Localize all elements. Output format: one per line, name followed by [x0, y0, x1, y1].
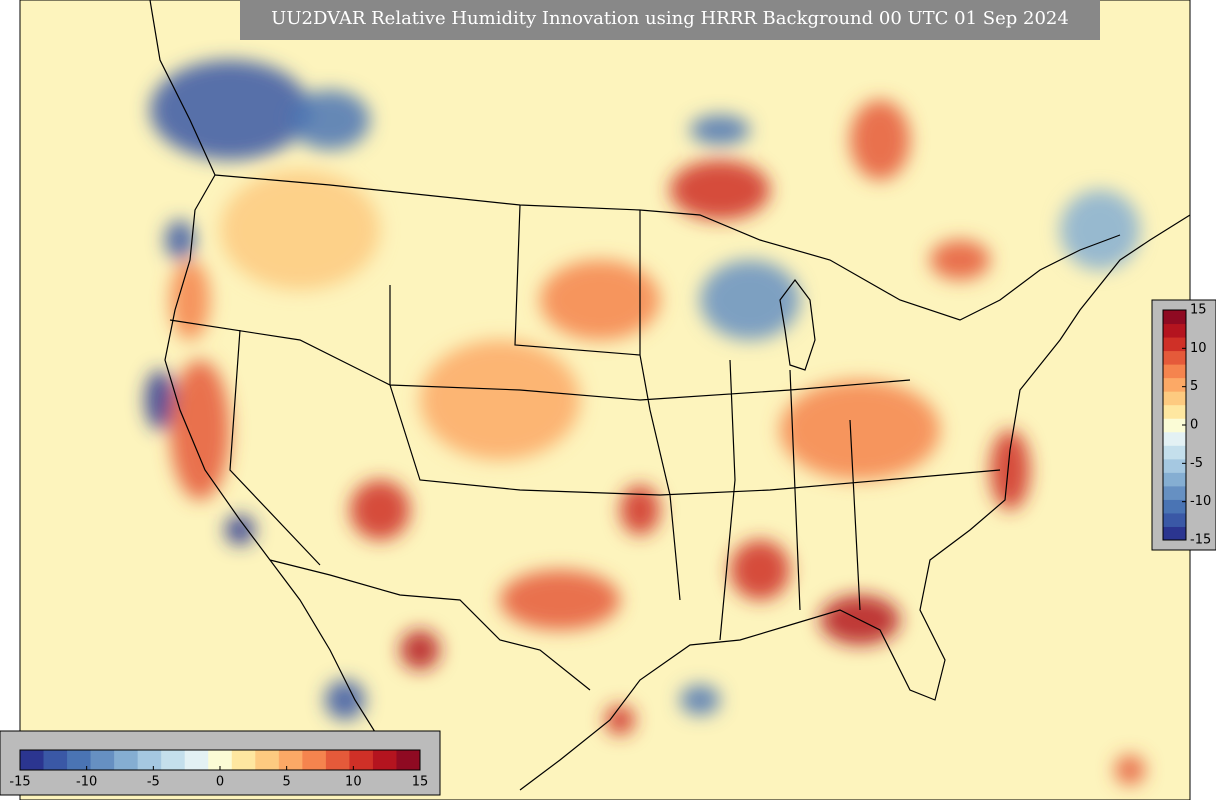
colorbar-tick-label: -15: [1190, 533, 1211, 548]
field-blob: [290, 90, 370, 150]
colorbar-tick-label: -15: [9, 775, 30, 790]
colorbar-swatch: [396, 750, 421, 770]
colorbar-tick-label: 10: [345, 775, 362, 790]
colorbar-swatch: [1163, 323, 1186, 338]
field-blob: [420, 340, 580, 460]
field-blob: [700, 260, 800, 340]
colorbar-swatch: [1163, 512, 1186, 527]
title: UU2DVAR Relative Humidity Innovation usi…: [271, 8, 1069, 29]
field-blob: [225, 515, 255, 545]
colorbar-tick-label: 0: [216, 775, 224, 790]
field-blob: [670, 160, 770, 220]
colorbar-swatch: [43, 750, 68, 770]
field-blob: [500, 570, 620, 630]
field-blob: [680, 685, 720, 715]
mexico-border: [269, 559, 591, 691]
colorbar-swatch: [1163, 377, 1186, 392]
colorbar-swatch: [208, 750, 233, 770]
colorbar-swatch: [1163, 350, 1186, 365]
colorbar-swatch: [325, 750, 350, 770]
colorbar-swatch: [20, 750, 45, 770]
field-blob: [400, 630, 440, 670]
lake-michigan: [779, 279, 816, 371]
field-blob: [1060, 190, 1140, 270]
colorbar-swatch: [1163, 404, 1186, 419]
field-blob: [220, 170, 380, 290]
colorbar-swatch: [137, 750, 162, 770]
field-blob: [170, 260, 210, 340]
title-box: [240, 0, 1100, 40]
colorbar-tick-label: 0: [1190, 418, 1198, 433]
colorbar-swatch: [161, 750, 186, 770]
field-blob: [850, 100, 910, 180]
colorbar-tick-label: 10: [1190, 341, 1207, 356]
colorbar-tick-label: 5: [283, 775, 291, 790]
field-blob: [730, 540, 790, 600]
colorbar-swatch: [1163, 499, 1186, 514]
colorbar-tick-label: -10: [1190, 494, 1211, 509]
state-lines: [169, 204, 1001, 641]
colorbar-swatch: [1163, 391, 1186, 406]
field-blob: [540, 260, 660, 340]
colorbar-swatch: [1163, 310, 1186, 325]
colorbar-swatch: [90, 750, 115, 770]
colorbar-swatch: [231, 750, 256, 770]
field-blob: [350, 480, 410, 540]
field-blob: [780, 380, 940, 480]
field-blob: [1115, 755, 1145, 785]
colorbar-tick-label: 15: [1190, 303, 1207, 318]
field-blob: [325, 680, 365, 720]
colorbar-swatch: [302, 750, 327, 770]
colorbar-swatch: [114, 750, 139, 770]
colorbar-swatch: [184, 750, 209, 770]
colorbar-swatch: [1163, 431, 1186, 446]
colorbar-tick-label: -5: [1190, 456, 1203, 471]
colorbar-swatch: [1163, 472, 1186, 487]
field-blob: [150, 60, 310, 160]
colorbar-swatch: [1163, 364, 1186, 379]
colorbar-swatch: [1163, 445, 1186, 460]
field-blob: [990, 430, 1030, 510]
colorbar-swatch: [255, 750, 280, 770]
field-blob: [930, 240, 990, 280]
field-blob: [170, 360, 230, 500]
colorbar-swatch: [372, 750, 397, 770]
colorbar-swatch: [1163, 485, 1186, 500]
colorbar-tick-label: -10: [76, 775, 97, 790]
field-blob: [620, 485, 660, 535]
field-blob: [690, 115, 750, 145]
colorbar-swatch: [1163, 458, 1186, 473]
colorbar-tick-label: 5: [1190, 379, 1198, 394]
colorbar-swatch: [1163, 418, 1186, 433]
colorbar-vertical: 15 10 5 0 -5 -10 -15: [1162, 303, 1211, 548]
colorbar-swatch: [67, 750, 92, 770]
colorbar-tick-label: 15: [412, 775, 429, 790]
boundaries: [149, 0, 1191, 791]
coastline: [149, 0, 421, 791]
colorbar-swatch: [1163, 337, 1186, 352]
colorbar-swatch: [1163, 526, 1186, 541]
gulf-coast: [519, 214, 1191, 791]
field-blob: [165, 220, 195, 260]
colorbar-tick-label: -5: [147, 775, 160, 790]
field-blob: [605, 705, 635, 735]
colorbar-swatch: [349, 750, 374, 770]
field-blob: [145, 370, 175, 430]
colorbar-swatch: [278, 750, 303, 770]
colorbar-horizontal: -15 -10 -5 0 5 10 15: [9, 749, 429, 790]
